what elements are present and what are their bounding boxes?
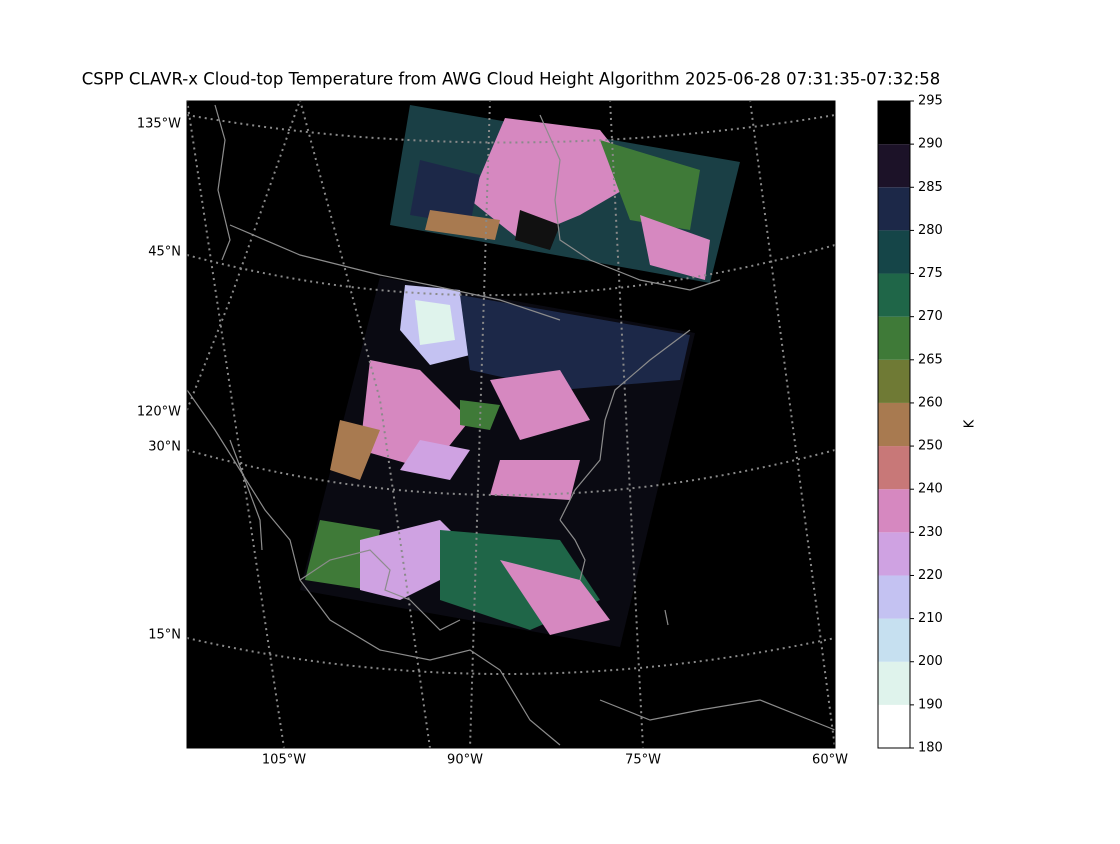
colorbar-tick-label: 275 — [918, 266, 943, 281]
map-frame — [186, 100, 836, 749]
colorbar-tick-label: 180 — [918, 741, 943, 756]
colorbar-tick-label: 280 — [918, 223, 943, 238]
colorbar-segment — [878, 575, 910, 619]
colorbar-label: K — [963, 419, 978, 428]
colorbar-segment — [878, 618, 910, 662]
lat-label: 30°N — [148, 440, 181, 455]
colorbar-segment — [878, 359, 910, 403]
colorbar-tick-label: 290 — [918, 137, 943, 152]
colorbar-tick-label: 285 — [918, 180, 943, 195]
lon-label: 105°W — [262, 753, 306, 768]
colorbar-tick-label: 200 — [918, 654, 943, 669]
colorbar-segment — [878, 661, 910, 705]
colorbar-segment — [878, 144, 910, 188]
colorbar-segment — [878, 101, 910, 145]
map: 135°W 45°N 120°W 30°N 15°N 105°W 90°W 75… — [137, 100, 848, 768]
colorbar-tick-label: 190 — [918, 697, 943, 712]
graticule — [187, 101, 835, 748]
lon-label: 90°W — [447, 753, 483, 768]
colorbar-segment — [878, 704, 910, 748]
colorbar-segment — [878, 532, 910, 576]
colorbar-segment — [878, 187, 910, 231]
colorbar-segment — [878, 402, 910, 447]
title: CSPP CLAVR-x Cloud-top Temperature from … — [82, 70, 941, 89]
colorbar-segment — [878, 230, 910, 274]
colorbar-tick-label: 260 — [918, 395, 943, 410]
lon-label: 120°W — [137, 405, 181, 420]
colorbar-tick-label: 220 — [918, 568, 943, 583]
swath-south — [300, 277, 695, 647]
colorbar-tick-label: 265 — [918, 352, 943, 367]
colorbar-segment — [878, 273, 910, 317]
colorbar-segment — [878, 446, 910, 490]
lon-label: 75°W — [625, 753, 661, 768]
lon-label: 60°W — [812, 753, 848, 768]
lat-label: 15°N — [148, 628, 181, 643]
lon-label: 135°W — [137, 117, 181, 132]
swath-north — [390, 105, 740, 283]
coastlines — [187, 104, 835, 746]
colorbar-segment — [878, 316, 910, 360]
lat-label: 45°N — [148, 245, 181, 260]
colorbar-frame — [877, 100, 911, 749]
colorbar-tick-label: 250 — [918, 439, 943, 454]
colorbar-tick-label: 230 — [918, 525, 943, 540]
colorbar-tick-label: 270 — [918, 309, 943, 324]
colorbar: 180 190 200 210 220 230 240 250 260 265 270 275 280 2… — [877, 94, 943, 756]
colorbar-tick-label: 210 — [918, 611, 943, 626]
colorbar-segment — [878, 489, 910, 533]
colorbar-tick-label: 295 — [918, 94, 943, 109]
colorbar-tick-label: 240 — [918, 482, 943, 497]
